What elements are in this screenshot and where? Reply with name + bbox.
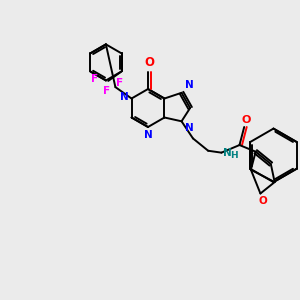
Text: F: F: [91, 74, 98, 84]
Text: O: O: [144, 56, 154, 69]
Text: N: N: [184, 80, 193, 90]
Text: O: O: [258, 196, 267, 206]
Text: F: F: [116, 78, 123, 88]
Text: N: N: [144, 130, 152, 140]
Text: F: F: [103, 86, 110, 96]
Text: H: H: [230, 151, 238, 160]
Text: O: O: [242, 115, 251, 125]
Text: N: N: [120, 92, 128, 103]
Text: N: N: [184, 123, 193, 133]
Text: N: N: [224, 148, 232, 158]
